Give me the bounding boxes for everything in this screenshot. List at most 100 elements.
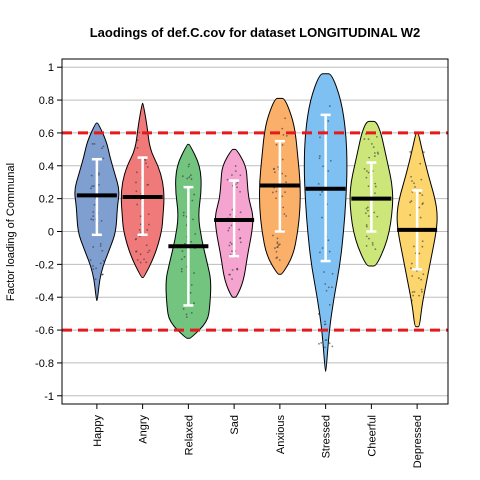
data-point <box>317 313 320 315</box>
data-point <box>99 262 102 265</box>
data-point <box>185 316 188 318</box>
data-point <box>182 308 185 310</box>
data-point <box>363 167 366 170</box>
data-point <box>327 170 330 172</box>
data-point <box>188 176 191 179</box>
y-tick-label: 0.6 <box>39 128 54 140</box>
data-point <box>366 206 369 209</box>
data-point <box>363 138 366 140</box>
data-point <box>409 214 412 216</box>
data-point <box>188 163 191 166</box>
data-point <box>101 249 104 252</box>
y-tick-label: 0.8 <box>39 95 54 107</box>
data-point <box>365 244 368 247</box>
y-tick-label: 0.2 <box>39 194 54 206</box>
data-point <box>410 262 413 265</box>
data-point <box>228 244 231 247</box>
data-point <box>139 253 142 256</box>
data-point <box>319 193 322 196</box>
y-tick-label: -0.8 <box>35 358 54 370</box>
data-point <box>318 251 321 254</box>
data-point <box>185 313 188 316</box>
x-tick-label: Happy <box>92 415 104 447</box>
data-point <box>239 241 242 244</box>
data-point <box>239 190 241 193</box>
data-point <box>139 215 142 218</box>
data-point <box>180 270 183 273</box>
violins <box>74 73 438 372</box>
data-point <box>412 294 414 297</box>
data-point <box>320 341 323 344</box>
data-point <box>285 134 288 137</box>
data-point <box>135 250 138 253</box>
data-point <box>375 135 378 138</box>
data-point <box>374 182 377 185</box>
data-point <box>272 191 274 194</box>
data-point <box>183 255 186 258</box>
data-point <box>367 171 370 174</box>
data-point <box>367 215 370 217</box>
data-point <box>234 165 237 167</box>
data-point <box>282 206 285 209</box>
data-point <box>89 259 92 261</box>
x-tick-label: Depressed <box>412 415 424 468</box>
data-point <box>135 181 137 184</box>
data-point <box>229 241 232 244</box>
data-point <box>331 272 334 275</box>
data-point <box>373 155 376 157</box>
data-point <box>190 283 193 286</box>
data-point <box>278 259 281 262</box>
data-point <box>409 201 412 204</box>
data-point <box>328 250 331 253</box>
data-point <box>418 294 420 297</box>
data-point <box>374 248 377 251</box>
y-axis-label: Factor loading of Communal <box>5 163 17 301</box>
data-point <box>146 166 149 168</box>
data-point <box>410 152 413 154</box>
data-point <box>278 243 281 246</box>
data-point <box>319 136 321 139</box>
data-point <box>180 268 183 270</box>
data-point <box>418 206 421 209</box>
data-point <box>324 323 327 326</box>
data-point <box>135 190 138 193</box>
y-tick-label: -0.6 <box>35 325 54 337</box>
data-point <box>92 215 95 218</box>
data-point <box>102 157 105 160</box>
data-point <box>371 242 374 244</box>
data-point <box>281 144 284 146</box>
data-point <box>138 131 141 134</box>
data-point <box>328 342 331 345</box>
data-point <box>331 345 334 348</box>
data-point <box>273 247 276 249</box>
data-point <box>372 146 375 149</box>
data-point <box>136 203 139 206</box>
data-point <box>190 312 193 314</box>
data-point <box>318 155 321 157</box>
data-point <box>410 175 412 178</box>
y-tick-label: -0.2 <box>35 259 54 271</box>
data-point <box>276 242 279 245</box>
data-point <box>102 260 105 262</box>
data-point <box>276 237 279 240</box>
data-point <box>227 229 230 232</box>
data-point <box>90 218 93 221</box>
data-point <box>317 182 320 185</box>
grid-lines <box>62 66 448 397</box>
data-point <box>190 240 193 243</box>
data-point <box>413 290 416 293</box>
data-point <box>421 203 424 206</box>
data-point <box>276 241 279 244</box>
data-point <box>230 243 233 245</box>
data-point <box>410 299 413 302</box>
data-point <box>420 288 423 291</box>
data-point <box>92 246 95 248</box>
data-point <box>191 199 194 202</box>
y-tick-label: 0.4 <box>39 161 54 173</box>
data-point <box>92 218 95 221</box>
data-point <box>147 183 150 186</box>
x-tick-label: Stressed <box>321 415 333 458</box>
data-point <box>229 213 232 216</box>
data-point <box>98 183 100 186</box>
